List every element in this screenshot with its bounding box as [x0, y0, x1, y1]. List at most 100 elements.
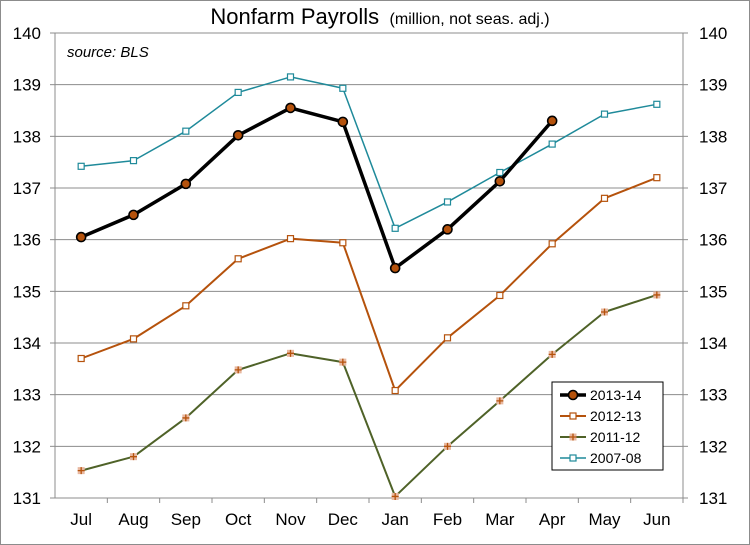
y-tick-label-right: 137 — [699, 179, 727, 198]
data-point-cross — [339, 358, 347, 366]
y-tick-label-left: 140 — [13, 24, 41, 43]
data-point-circle — [494, 175, 506, 187]
x-tick-label: May — [588, 510, 621, 529]
data-point-circle — [546, 115, 558, 127]
legend-label: 2007-08 — [590, 450, 642, 466]
x-tick-label: Apr — [539, 510, 566, 529]
data-point-square — [234, 255, 242, 263]
data-point-square — [548, 240, 556, 248]
legend-item: 2011-12 — [560, 429, 641, 445]
data-point-square — [286, 73, 295, 81]
data-point-square — [653, 174, 661, 182]
data-point-circle — [285, 102, 296, 114]
x-tick-label: Jun — [643, 510, 670, 529]
y-tick-label-left: 133 — [13, 386, 41, 405]
data-point-square — [653, 100, 661, 108]
x-tick-label: Mar — [485, 510, 515, 529]
series-2013-14 — [75, 102, 558, 274]
data-point-cross — [391, 492, 399, 500]
data-point-cross — [130, 453, 137, 461]
data-point-cross — [653, 291, 661, 299]
x-tick-label: Sep — [171, 510, 201, 529]
data-point-square — [496, 168, 504, 177]
data-point-square — [182, 127, 190, 135]
series-lines — [75, 73, 661, 500]
data-point-circle — [567, 389, 579, 401]
y-tick-label-left: 139 — [13, 76, 41, 95]
y-tick-label-left: 132 — [13, 437, 41, 456]
data-point-circle — [75, 231, 87, 243]
data-point-cross — [234, 366, 242, 374]
series-2007-08 — [77, 73, 661, 232]
data-point-square — [77, 354, 85, 363]
data-point-cross — [77, 467, 85, 475]
y-tick-label-right: 138 — [699, 127, 727, 146]
y-tick-label-right: 135 — [699, 282, 727, 301]
data-point-square — [600, 194, 609, 202]
data-point-square — [129, 157, 138, 165]
tick-labels: 131 131 132 132 133 133 134 134 135 135 136 136 137 1… — [13, 24, 728, 529]
data-point-cross — [496, 397, 504, 405]
data-point-square — [443, 334, 452, 342]
x-tick-label: Dec — [328, 510, 359, 529]
legend-items: 2013-14 2012-13 2011-12 2007-08 — [560, 387, 642, 466]
series-line — [81, 76, 657, 230]
data-point-square — [569, 454, 577, 462]
chart-title: Nonfarm Payrolls (million, not seas. adj… — [210, 4, 549, 29]
x-tick-label: Oct — [225, 510, 252, 529]
y-tick-label-right: 139 — [699, 76, 727, 95]
series-line — [80, 293, 658, 498]
gridlines — [50, 32, 688, 503]
chart-title-main: Nonfarm Payrolls — [210, 4, 379, 29]
data-point-circle — [128, 209, 139, 221]
data-point-cross — [444, 442, 451, 450]
data-point-cross — [287, 349, 294, 357]
y-tick-label-left: 134 — [13, 334, 41, 353]
y-tick-label-right: 134 — [699, 334, 727, 353]
data-point-cross — [601, 308, 608, 316]
data-point-cross — [182, 414, 190, 422]
legend: 2013-14 2012-13 2011-12 2007-08 — [551, 381, 664, 471]
x-tick-label: Feb — [433, 510, 462, 529]
x-tick-label: Jan — [381, 510, 408, 529]
series-2012-13 — [77, 174, 661, 395]
source-annotation: source: BLS — [67, 44, 149, 61]
data-point-circle — [232, 130, 244, 141]
legend-label: 2013-14 — [590, 387, 642, 403]
legend-item: 2012-13 — [560, 408, 642, 424]
data-point-circle — [442, 224, 453, 235]
data-point-square — [129, 335, 138, 343]
data-point-square — [286, 235, 295, 243]
data-point-square — [600, 110, 609, 118]
data-point-square — [548, 140, 556, 148]
data-point-square — [496, 291, 504, 300]
data-point-circle — [337, 116, 349, 128]
legend-item: 2013-14 — [560, 387, 642, 403]
data-point-circle — [180, 178, 192, 190]
data-point-square — [391, 224, 399, 232]
data-point-square — [391, 386, 399, 395]
series-line — [80, 176, 658, 392]
legend-label: 2011-12 — [590, 429, 641, 445]
y-tick-label-right: 132 — [699, 437, 727, 456]
data-point-cross — [569, 433, 577, 441]
data-point-square — [443, 198, 452, 206]
y-tick-label-right: 133 — [699, 386, 727, 405]
series-2011-12 — [77, 291, 661, 500]
data-point-square — [339, 84, 347, 92]
y-tick-label-left: 136 — [13, 231, 41, 250]
y-tick-label-left: 131 — [13, 489, 41, 508]
data-point-square — [77, 162, 85, 170]
data-point-circle — [389, 262, 401, 274]
series-line — [80, 106, 554, 270]
y-tick-label-right: 140 — [699, 24, 727, 43]
data-point-square — [339, 239, 347, 247]
y-tick-label-left: 138 — [13, 127, 41, 146]
legend-item: 2007-08 — [560, 450, 642, 466]
y-tick-label-left: 137 — [13, 179, 41, 198]
chart-subtitle: (million, not seas. adj.) — [390, 11, 550, 28]
x-tick-label: Aug — [118, 510, 148, 529]
x-tick-label: Jul — [70, 510, 92, 529]
y-tick-label-left: 135 — [13, 282, 41, 301]
